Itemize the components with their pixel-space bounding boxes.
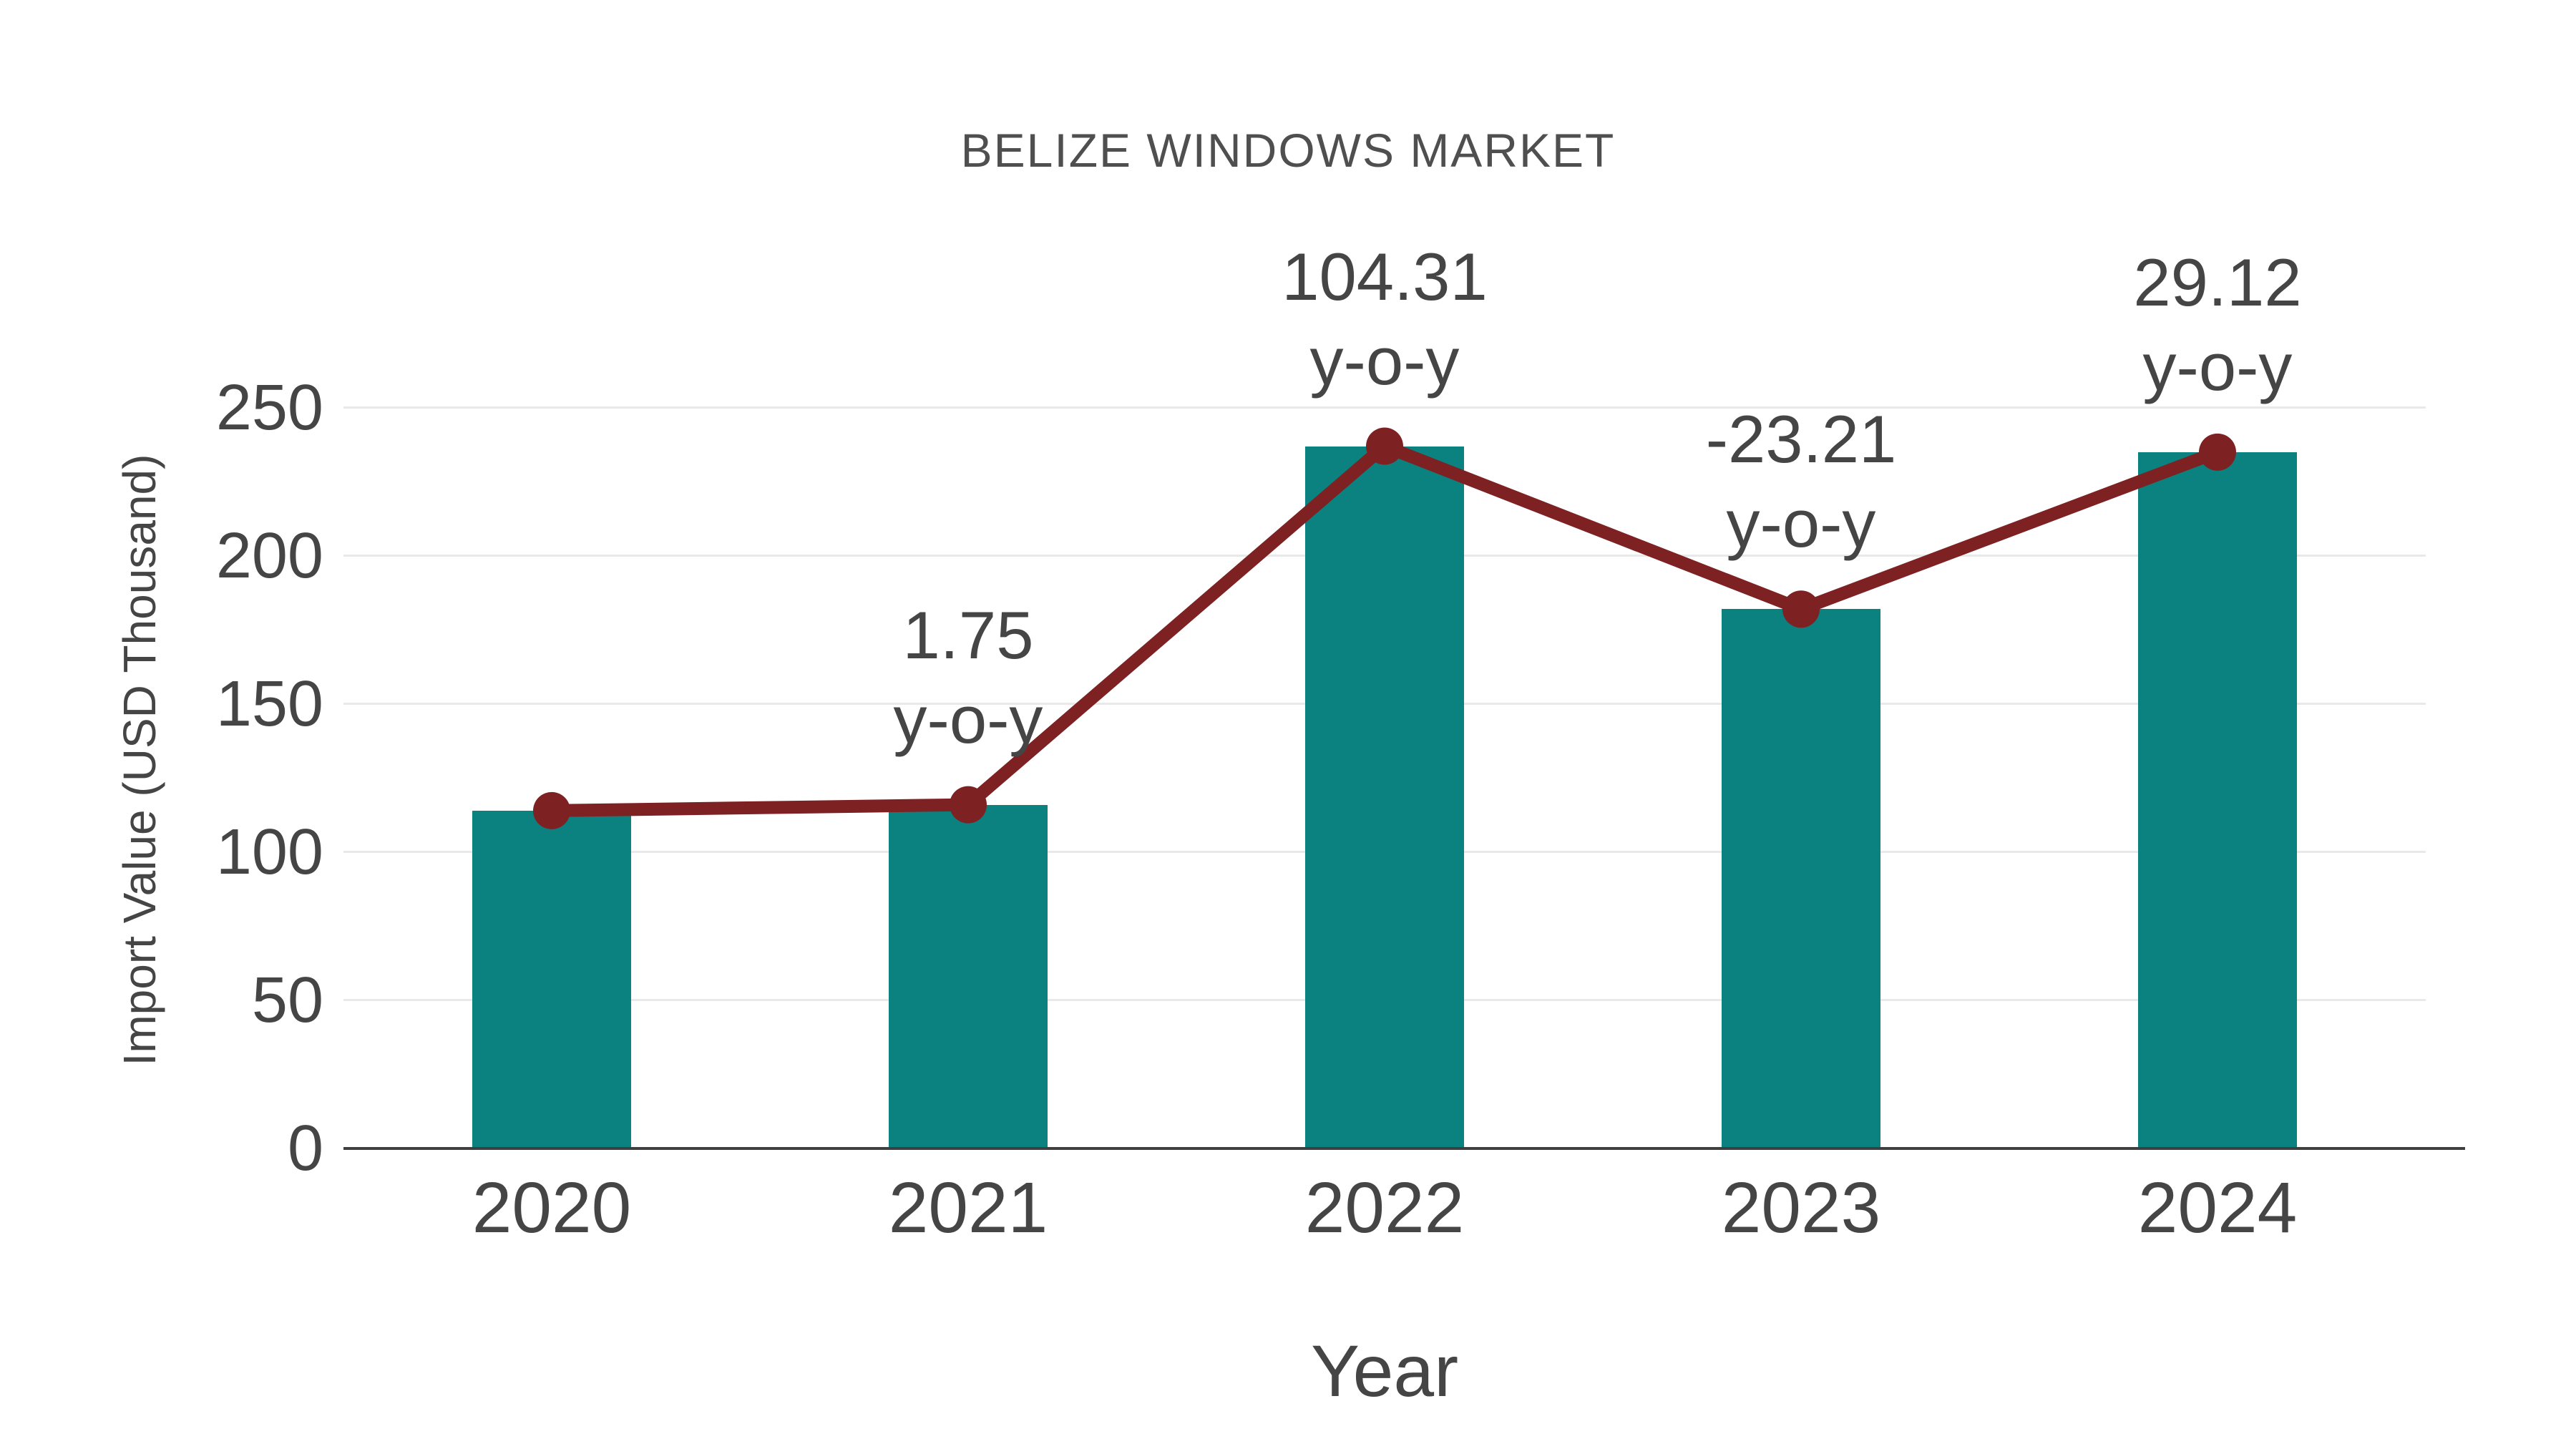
annotation-suffix-2023: y-o-y [1726, 486, 1876, 562]
trend-marker-2023 [1782, 590, 1820, 628]
bar-2021 [889, 804, 1048, 1148]
bar-2024 [2138, 452, 2297, 1148]
annotation-2023: -23.21 y-o-y [1515, 397, 2087, 566]
chart-title: BELIZE WINDOWS MARKET [960, 124, 1616, 177]
annotation-2024: 29.12 y-o-y [1931, 240, 2504, 409]
x-tick-label-2023: 2023 [1721, 1168, 1881, 1248]
y-tick-label-150: 150 [215, 668, 323, 740]
annotation-value-2022: 104.31 [1282, 238, 1488, 314]
x-tick-label-2022: 2022 [1304, 1168, 1465, 1248]
annotation-2021: 1.75 y-o-y [682, 593, 1254, 762]
x-axis-line [343, 1147, 2465, 1150]
annotation-suffix-2022: y-o-y [1309, 323, 1460, 399]
trend-marker-2024 [2199, 433, 2236, 471]
y-tick-label-100: 100 [215, 816, 323, 888]
x-axis-title: Year [1310, 1330, 1459, 1412]
bar-2020 [472, 810, 631, 1148]
annotation-suffix-2021: y-o-y [893, 681, 1043, 757]
bar-2023 [1722, 609, 1880, 1148]
annotation-value-2021: 1.75 [902, 597, 1034, 673]
x-tick-label-2020: 2020 [472, 1168, 632, 1248]
y-tick-label-0: 0 [287, 1113, 323, 1184]
annotation-suffix-2024: y-o-y [2142, 328, 2293, 404]
annotation-value-2023: -23.21 [1705, 401, 1897, 477]
annotation-2022: 104.31 y-o-y [1098, 235, 1671, 404]
plot-area: 1.75 y-o-y 104.31 y-o-y -23.21 y-o-y 29.12 y-o-… [343, 239, 2465, 1150]
y-tick-label-250: 250 [215, 371, 323, 444]
trend-marker-2021 [950, 786, 987, 824]
annotation-value-2024: 29.12 [2133, 244, 2302, 320]
y-tick-label-200: 200 [215, 519, 323, 592]
trend-marker-2022 [1366, 427, 1403, 465]
bar-2022 [1305, 446, 1464, 1148]
y-tick-label-50: 50 [251, 964, 323, 1036]
x-tick-label-2024: 2024 [2137, 1168, 2298, 1248]
trend-marker-2020 [533, 791, 570, 829]
gridline-250 [343, 406, 2426, 409]
x-tick-label-2021: 2021 [888, 1168, 1048, 1248]
trend-line-layer [533, 427, 2236, 829]
